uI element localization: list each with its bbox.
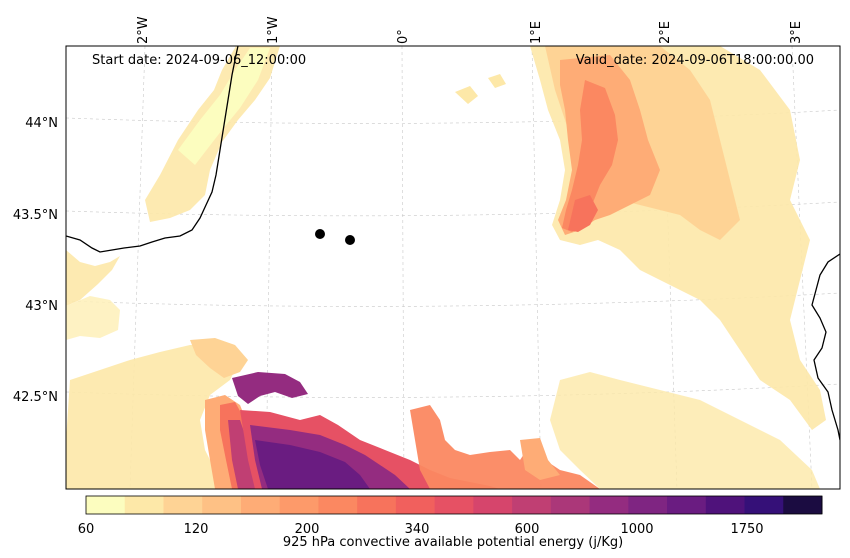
cbar-tick-600: 600 (515, 522, 540, 537)
cbar-tick-200: 200 (295, 522, 320, 537)
lon-label-2e: 2°E (658, 21, 673, 44)
start-date-label: Start date: 2024-09-06_12:00:00 (92, 53, 306, 68)
colorbar-label: 925 hPa convective available potential e… (283, 535, 623, 550)
lat-label-43n: 43°N (25, 299, 58, 314)
colorbar-swatch (202, 496, 242, 514)
cbar-tick-1750: 1750 (730, 522, 763, 537)
colorbar (86, 496, 823, 514)
colorbar-swatch (783, 496, 823, 514)
colorbar-swatch (434, 496, 474, 514)
colorbar-ticks: 60 120 200 340 600 1000 1750 (78, 522, 764, 537)
colorbar-swatch (240, 496, 281, 514)
lat-label-43-5n: 43.5°N (13, 208, 58, 223)
colorbar-swatch (86, 496, 126, 514)
cbar-tick-1000: 1000 (620, 522, 653, 537)
lat-label-44n: 44°N (25, 116, 58, 131)
lon-label-1e: 1°E (529, 21, 544, 44)
latitude-labels: 44°N 43.5°N 43°N 42.5°N (13, 116, 58, 405)
cbar-tick-120: 120 (184, 522, 209, 537)
cape-field-south (66, 338, 600, 489)
lon-label-0: 0° (396, 29, 411, 44)
colorbar-swatch (318, 496, 358, 514)
colorbar-swatch (279, 496, 319, 514)
colorbar-swatch (473, 496, 513, 514)
colorbar-swatch (124, 496, 164, 514)
marker-2 (345, 235, 355, 245)
colorbar-swatch (628, 496, 668, 514)
colorbar-swatch (163, 496, 203, 514)
valid-date-label: Valid_date: 2024-09-06T18:00:00.00 (576, 53, 814, 68)
colorbar-swatch (550, 496, 591, 514)
map-frame (65, 45, 841, 490)
cape-field-northwest (66, 46, 280, 340)
colorbar-swatch (589, 496, 629, 514)
longitude-labels: 2°W 1°W 0° 1°E 2°E 3°E (136, 16, 804, 44)
cbar-tick-340: 340 (405, 522, 430, 537)
lon-label-1w: 1°W (266, 16, 281, 44)
colorbar-swatch (744, 496, 784, 514)
cape-field-east (455, 46, 826, 489)
cbar-tick-60: 60 (78, 522, 95, 537)
colorbar-swatch (357, 496, 397, 514)
coastline (66, 46, 840, 441)
colorbar-swatch (667, 496, 707, 514)
colorbar-swatch (395, 496, 436, 514)
marker-1 (315, 229, 325, 239)
lon-label-3e: 3°E (789, 21, 804, 44)
lon-label-2w: 2°W (136, 16, 151, 44)
colorbar-swatch (512, 496, 552, 514)
lat-label-42-5n: 42.5°N (13, 390, 58, 405)
colorbar-frame (85, 495, 823, 515)
colorbar-swatch (705, 496, 746, 514)
